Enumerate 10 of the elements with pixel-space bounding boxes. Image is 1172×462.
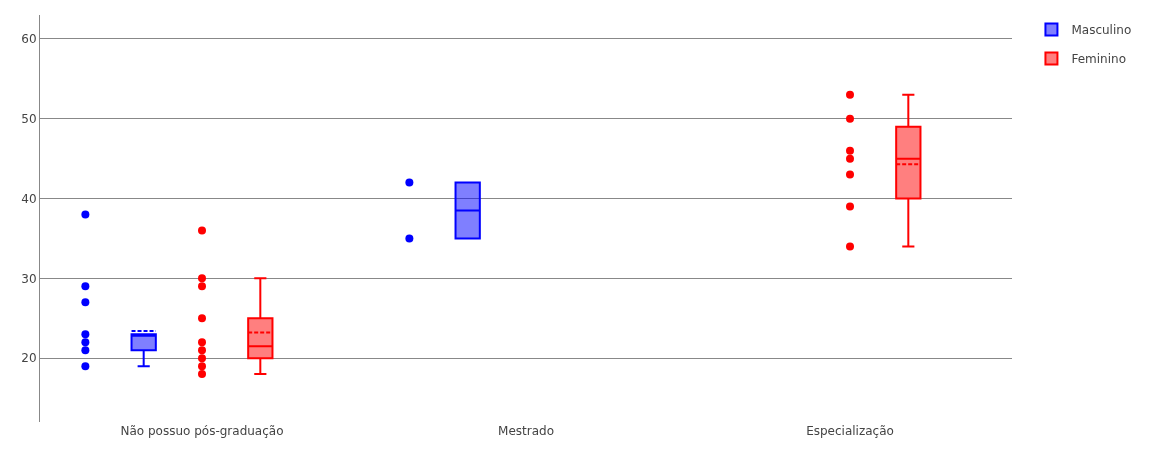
x-tick-label: Especialização <box>806 424 894 438</box>
y-tick-label: 30 <box>21 271 37 286</box>
x-tick-label: Mestrado <box>498 424 554 438</box>
y-tick-label: 20 <box>21 351 37 366</box>
y-tick-label: 50 <box>21 111 37 126</box>
legend-label: Feminino <box>1071 52 1126 67</box>
y-tick-label: 40 <box>21 191 37 206</box>
x-tick-label: Não possuo pós-graduação <box>120 424 284 438</box>
legend-label: Masculino <box>1071 23 1132 38</box>
y-tick-label: 60 <box>21 32 37 47</box>
